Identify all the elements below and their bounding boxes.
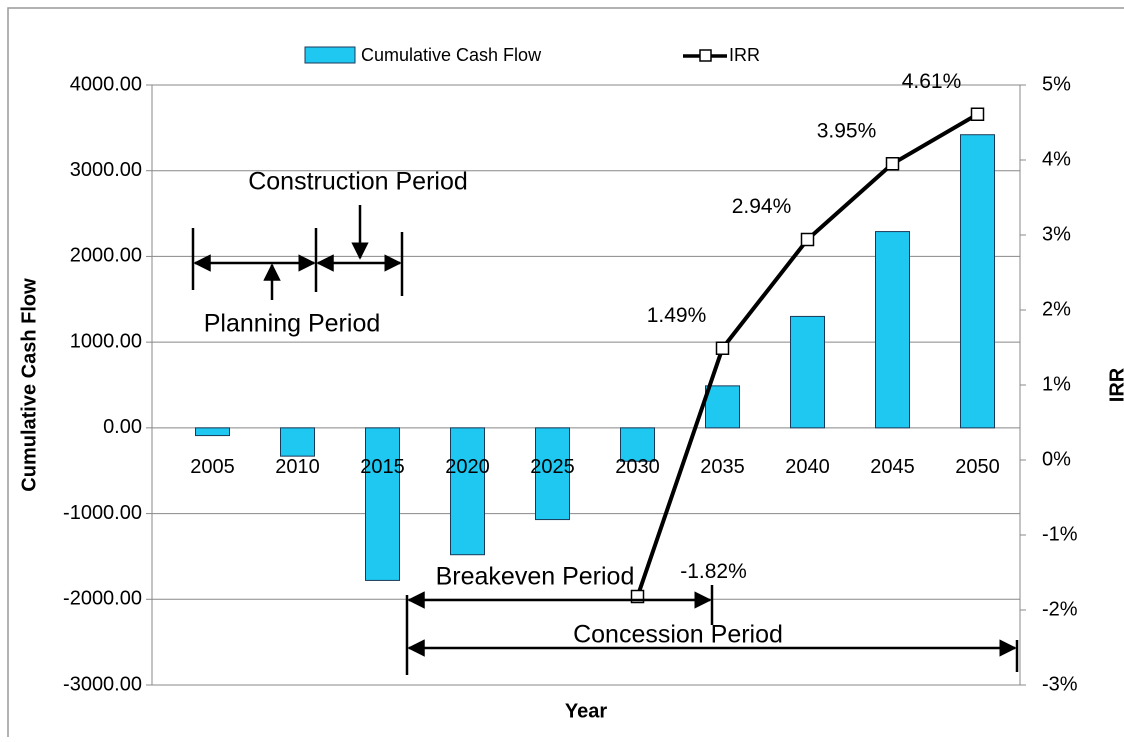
bar [705, 385, 740, 429]
bar [875, 231, 910, 429]
y-tick-label: 3000.00 [70, 159, 142, 181]
x-axis-title: Year [565, 700, 607, 722]
data-label: -1.82% [680, 560, 747, 583]
legend-label: Cumulative Cash Flow [361, 45, 542, 65]
x-tick-label: 2020 [445, 456, 490, 478]
y2-tick-label: 1% [1042, 373, 1071, 395]
x-tick-label: 2040 [785, 456, 830, 478]
x-tick-label: 2035 [700, 456, 745, 478]
y2-tick-label: 2% [1042, 298, 1071, 320]
annotation: Breakeven Period [436, 563, 635, 591]
bar [280, 427, 315, 457]
y2-tick-label: -3% [1042, 673, 1078, 695]
line-marker [885, 157, 900, 171]
x-tick-label: 2030 [615, 456, 660, 478]
y-tick-label: 1000.00 [70, 330, 142, 352]
y2-tick-label: 3% [1042, 223, 1071, 245]
bar [620, 427, 655, 462]
chart-frame [7, 7, 1124, 742]
bar [195, 427, 230, 437]
bar [450, 427, 485, 556]
annotation: Planning Period [204, 310, 381, 338]
y2-tick-label: -2% [1042, 598, 1078, 620]
y-tick-label: 2000.00 [70, 245, 142, 267]
x-tick-label: 2005 [190, 456, 235, 478]
legend-label: IRR [729, 45, 760, 65]
data-label: 3.95% [817, 119, 877, 142]
y-tick-label: 0.00 [103, 416, 142, 438]
y-tick-label: 4000.00 [70, 73, 142, 95]
y-tick-label: -2000.00 [63, 588, 142, 610]
bar [365, 427, 400, 581]
y-axis-title: Cumulative Cash Flow [18, 278, 40, 492]
legend-swatch [699, 49, 712, 62]
data-label: 2.94% [732, 195, 792, 218]
bar [535, 427, 570, 521]
data-label: 4.61% [902, 70, 962, 93]
annotation: Construction Period [248, 168, 468, 196]
legend-swatch [304, 46, 356, 64]
line-marker [800, 232, 815, 247]
y-tick-label: -1000.00 [63, 502, 142, 524]
annotation-arrows [191, 205, 1019, 675]
line-marker [715, 341, 730, 355]
y2-axis-title: IRR [1106, 367, 1124, 402]
annotation: Concession Period [573, 621, 783, 649]
x-tick-label: 2050 [955, 456, 1000, 478]
x-tick-label: 2045 [870, 456, 915, 478]
x-tick-label: 2015 [360, 456, 405, 478]
plot: -3000.00 -2000.00 -1000.00 0.00 1000.00 2000.… [18, 45, 1124, 723]
y2-tick-label: 4% [1042, 148, 1071, 170]
y2-tick-label: 0% [1042, 448, 1071, 470]
y2-tick-label: -1% [1042, 523, 1078, 545]
x-tick-label: 2010 [275, 456, 320, 478]
y-tick-label: -3000.00 [63, 673, 142, 695]
bar [960, 134, 995, 429]
bar [790, 315, 825, 429]
line-marker [970, 107, 985, 121]
data-label: 1.49% [647, 304, 707, 327]
y2-tick-label: 5% [1042, 73, 1071, 95]
x-tick-label: 2025 [530, 456, 575, 478]
